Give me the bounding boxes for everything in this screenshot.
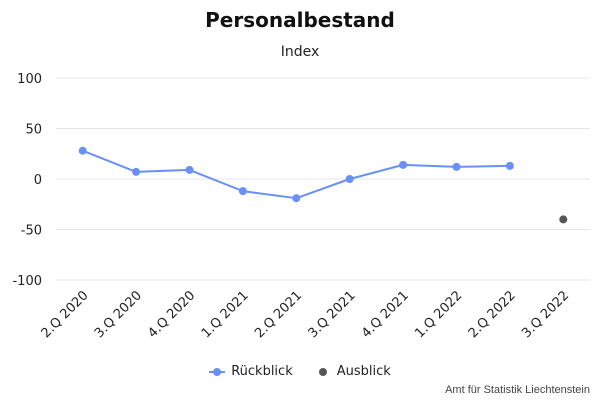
data-point-1 (559, 215, 568, 224)
x-tick-label: 3.Q 2020 (92, 288, 145, 341)
x-tick-label: 3.Q 2022 (519, 288, 572, 341)
x-tick-label: 1.Q 2022 (412, 288, 465, 341)
x-tick-label: 3.Q 2021 (306, 288, 359, 341)
legend-label-ausblick: Ausblick (336, 364, 391, 379)
y-tick-label: 100 (17, 72, 42, 87)
x-tick-label: 2.Q 2022 (466, 288, 519, 341)
y-tick-label: -50 (21, 224, 42, 239)
legend-marker-ausblick (315, 367, 331, 377)
data-point-0 (452, 162, 461, 171)
data-point-0 (292, 194, 301, 203)
legend: Rückblick Ausblick (0, 364, 600, 379)
data-point-0 (399, 160, 408, 169)
credits: Amt für Statistik Liechtenstein (445, 384, 590, 396)
legend-item-rueckblick[interactable]: Rückblick (209, 364, 293, 379)
legend-item-ausblick[interactable]: Ausblick (315, 364, 391, 379)
x-tick-label: 4.Q 2020 (145, 288, 198, 341)
series-line-0 (82, 149, 510, 200)
legend-label-rueckblick: Rückblick (231, 364, 293, 379)
y-tick-label: 0 (34, 173, 42, 188)
x-tick-label: 4.Q 2021 (359, 288, 412, 341)
x-tick-label: 2.Q 2020 (39, 288, 92, 341)
y-tick-label: -100 (12, 274, 42, 289)
data-point-0 (78, 146, 87, 155)
data-point-0 (345, 175, 354, 183)
x-tick-label: 2.Q 2021 (252, 288, 305, 341)
data-point-0 (505, 161, 514, 170)
legend-marker-rueckblick (209, 367, 226, 377)
data-point-0 (132, 167, 141, 176)
chart-subtitle: Index (280, 44, 320, 60)
chart-title: Personalbestand (205, 8, 395, 32)
y-tick-label: 50 (25, 123, 42, 138)
data-point-0 (185, 165, 194, 174)
x-tick-label: 1.Q 2021 (199, 288, 252, 341)
data-point-0 (238, 187, 247, 196)
